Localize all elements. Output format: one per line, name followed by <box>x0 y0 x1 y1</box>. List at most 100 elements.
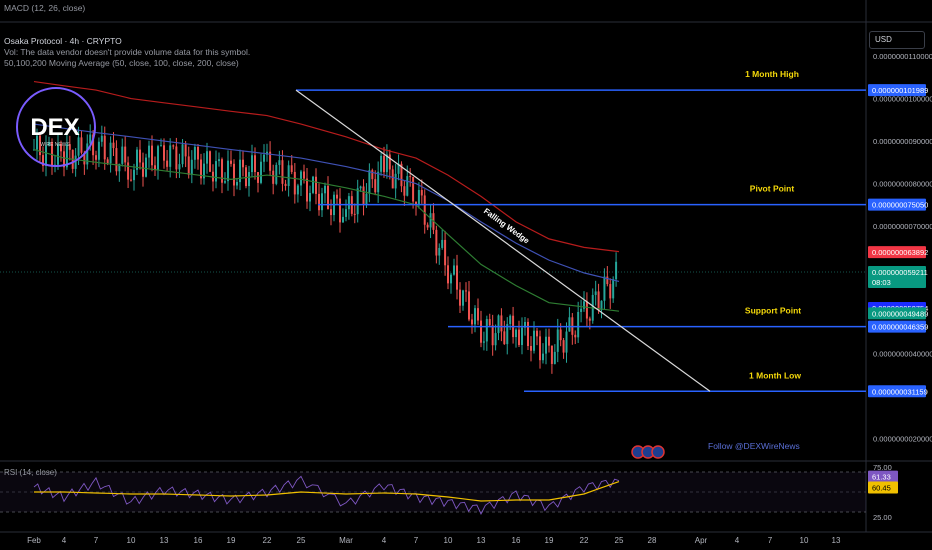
candle-body <box>583 301 585 309</box>
candle-body <box>293 171 296 195</box>
candle-body <box>315 176 317 194</box>
time-tick-label: 13 <box>160 536 169 545</box>
candle-body <box>193 146 196 160</box>
candle-body <box>444 239 447 266</box>
candle-body <box>154 165 156 170</box>
candle-body <box>145 157 147 177</box>
candle-body <box>233 163 235 186</box>
candle-body <box>100 135 103 142</box>
candle-body <box>68 144 71 150</box>
time-tick-label: 25 <box>297 536 306 545</box>
candle-body <box>42 155 44 166</box>
currency-selector[interactable]: USD <box>869 31 925 49</box>
candle-body <box>609 284 612 299</box>
time-tick-label: 28 <box>648 536 657 545</box>
candle-body <box>157 146 159 170</box>
rsi-value-tag-text: 61.33 <box>872 473 891 482</box>
rsi-pane: RSI (14, close) 75.00 25.00 61.33 60.45 <box>0 463 898 522</box>
dex-logo: DEX WIRE NEWS <box>16 87 96 167</box>
ma-line-ma200 <box>33 80 620 253</box>
candle-body <box>287 165 290 186</box>
candle-body <box>548 336 550 346</box>
candle-body <box>409 176 412 178</box>
price-tag <box>868 246 926 259</box>
candle-body <box>97 141 100 160</box>
candle-body <box>278 160 281 165</box>
candle-body <box>394 173 397 189</box>
candle-body <box>200 159 202 179</box>
price-tick-label: 0.0000000020000 <box>873 435 932 444</box>
candle-body <box>415 201 417 205</box>
candle-body <box>423 195 426 225</box>
candle-body <box>136 149 138 170</box>
candle-body <box>130 179 132 181</box>
follow-watermark: Follow @DEXWireNews <box>708 441 800 451</box>
candle-body <box>527 321 529 347</box>
candle-body <box>568 317 571 332</box>
time-tick-label: 4 <box>382 536 387 545</box>
level-label: 1 Month High <box>745 69 799 79</box>
time-tick-label: 19 <box>545 536 554 545</box>
level-label: Pivot Point <box>750 184 795 194</box>
candle-body <box>318 193 320 211</box>
volume-note: Vol: The data vendor doesn't provide vol… <box>4 47 251 57</box>
candle-body <box>63 151 65 168</box>
price-tag <box>868 265 926 288</box>
price-tick-label: 0.0000000100000 <box>873 95 932 104</box>
candle-body <box>163 145 165 161</box>
candle-body <box>151 145 153 166</box>
candle-body <box>600 300 603 311</box>
candle-body <box>453 265 455 275</box>
time-tick-label: 4 <box>62 536 67 545</box>
candle-body <box>254 155 256 173</box>
candle-body <box>103 135 106 160</box>
candle-body <box>574 334 577 338</box>
event-flags[interactable] <box>631 445 665 459</box>
candle-body <box>248 172 250 187</box>
time-tick-label: 4 <box>735 536 740 545</box>
candle-body <box>209 151 211 172</box>
candle-body <box>612 279 615 299</box>
rsi-line-value <box>33 475 620 515</box>
time-tick-label: 10 <box>800 536 809 545</box>
candle-body <box>175 146 178 170</box>
candle-body <box>565 331 568 353</box>
candle-body <box>263 154 265 162</box>
candles-layer <box>33 124 618 374</box>
svg-text:DEX: DEX <box>30 114 79 141</box>
time-tick-label: 16 <box>512 536 521 545</box>
candle-body <box>133 169 135 181</box>
candle-body <box>83 152 86 165</box>
candle-body <box>227 160 229 182</box>
candle-body <box>536 330 538 337</box>
svg-text:WIRE NEWS: WIRE NEWS <box>40 142 70 148</box>
time-axis: Feb 4 7 10 13 16 19 22 25 Mar 4 7 10 13 16 19 22 25 28 Apr 4… <box>27 536 841 545</box>
candle-body <box>272 170 275 184</box>
candle-body <box>450 274 452 284</box>
candle-body <box>606 276 609 285</box>
candle-body <box>391 169 394 189</box>
time-tick-label: 7 <box>94 536 99 545</box>
candle-body <box>215 161 217 182</box>
candle-body <box>169 145 172 167</box>
time-tick-label: 7 <box>768 536 773 545</box>
candle-body <box>441 239 444 248</box>
candle-body <box>585 301 588 319</box>
candle-body <box>447 265 449 284</box>
candle-body <box>550 345 553 364</box>
candle-body <box>353 213 356 215</box>
candle-body <box>362 186 365 205</box>
candle-body <box>92 134 95 156</box>
candle-body <box>181 144 184 165</box>
level-price-tag-text: 0.000000031159 <box>872 387 928 396</box>
candle-body <box>456 265 458 290</box>
candle-body <box>474 308 476 325</box>
candle-body <box>518 329 520 346</box>
candle-body <box>356 188 359 215</box>
candle-body <box>377 171 380 193</box>
candle-body <box>426 224 429 228</box>
candle-body <box>306 178 308 202</box>
candle-body <box>597 291 600 311</box>
candle-body <box>562 340 565 353</box>
